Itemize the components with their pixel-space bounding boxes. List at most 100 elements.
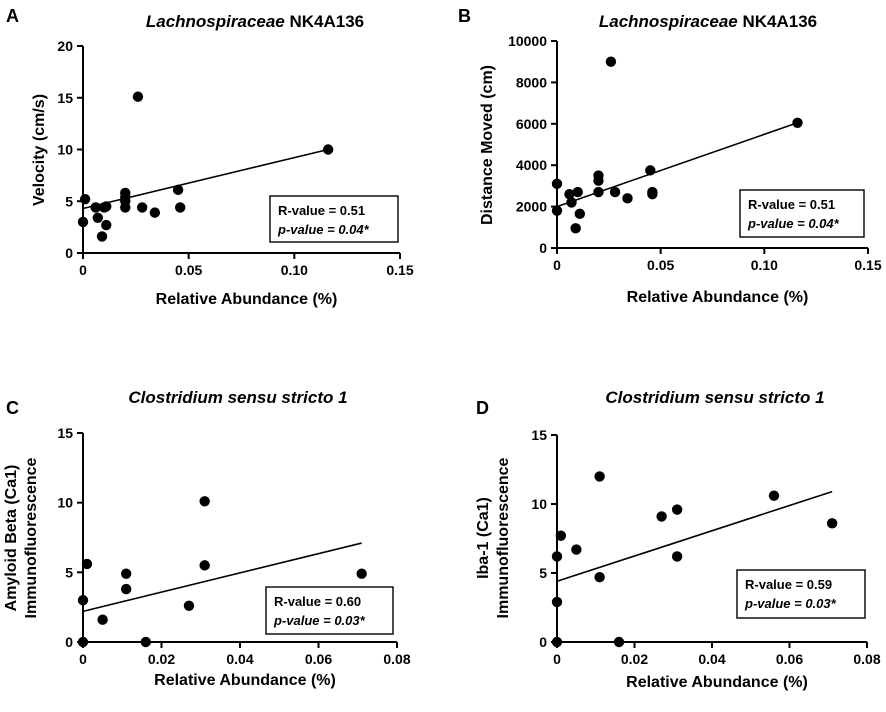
data-point (101, 219, 112, 231)
data-point (551, 205, 563, 216)
y-tick-label: 4000 (516, 157, 547, 173)
data-point (77, 216, 89, 228)
p-value: p-value = 0.03* (273, 613, 366, 628)
x-tick-label: 0.15 (386, 262, 413, 278)
x-tick-label: 0.06 (776, 651, 803, 667)
data-point (175, 202, 186, 213)
data-point (551, 636, 563, 648)
panel-a: A Lachnospiraceae NK4A136 0 0.05 0.10 0.15 0 5 1… (6, 6, 414, 308)
x-tick-label: 0.08 (853, 651, 880, 667)
chart-title-rest: NK4A136 (285, 12, 364, 31)
data-point (132, 91, 144, 102)
data-point (572, 186, 583, 198)
data-point (555, 530, 567, 541)
data-point (671, 551, 683, 562)
data-point (622, 193, 633, 204)
x-axis-label: Relative Abundance (%) (627, 289, 809, 306)
y-tick-label: 15 (57, 425, 73, 441)
chart-title-italic: Clostridium sensu stricto 1 (128, 388, 347, 407)
y-tick-label: 5 (539, 565, 547, 581)
chart-title-italic: Clostridium sensu stricto 1 (605, 388, 824, 407)
data-point (671, 504, 683, 515)
data-point (564, 188, 575, 200)
p-value: p-value = 0.03* (744, 596, 837, 611)
panel-c: C Clostridium sensu stricto 1 0 0.02 0.04 0.0… (3, 388, 411, 689)
data-point (183, 600, 195, 611)
data-point (81, 558, 93, 570)
y-axis-label: Velocity (cm/s) (31, 94, 48, 206)
chart-title: Lachnospiraceae NK4A136 (599, 12, 817, 31)
r-value: R-value = 0.59 (745, 577, 832, 592)
x-axis-label: Relative Abundance (%) (626, 674, 808, 691)
x-tick-label: 0.04 (698, 651, 725, 667)
data-point (79, 193, 91, 205)
x-tick-label: 0.02 (148, 651, 175, 667)
data-point (77, 636, 89, 648)
data-point (120, 202, 131, 213)
data-point (605, 56, 617, 67)
panel-d: D Clostridium sensu stricto 1 0 0.02 0.04 0.0… (475, 388, 881, 691)
y-tick-label: 15 (57, 90, 73, 106)
stats-box (739, 189, 865, 238)
panel-label: B (458, 6, 471, 26)
y-tick-label: 2000 (516, 199, 547, 215)
p-value: p-value = 0.04* (277, 222, 370, 237)
x-tick-label: 0.05 (175, 262, 202, 278)
data-point (92, 212, 103, 224)
y-tick-label: 0 (65, 245, 73, 261)
data-point (96, 231, 108, 242)
y-tick-label: 8000 (516, 74, 547, 90)
x-axis-label: Relative Abundance (%) (156, 291, 338, 308)
data-point (594, 471, 605, 482)
y-axis-label: Iba-1 (Ca1) (475, 497, 492, 579)
x-tick-label: 0.05 (647, 257, 674, 273)
data-point (136, 202, 148, 213)
panel-label: C (6, 398, 19, 418)
chart-title: Clostridium sensu stricto 1 (605, 388, 824, 407)
data-point (356, 568, 367, 579)
regression-line (556, 490, 833, 583)
data-point (77, 595, 89, 606)
chart-title-rest: NK4A136 (738, 12, 817, 31)
x-tick-label: 0.04 (226, 651, 253, 667)
data-point (199, 560, 210, 571)
stats-box (736, 569, 866, 619)
data-point (90, 202, 101, 213)
y-axis-label: Immunofluorescence (23, 457, 40, 618)
data-point (551, 178, 563, 190)
data-point (792, 117, 803, 128)
data-point (101, 201, 112, 212)
y-axis-label: Amyloid Beta (Ca1) (3, 465, 20, 612)
data-point (571, 544, 582, 555)
chart-title: Clostridium sensu stricto 1 (128, 388, 347, 407)
y-tick-label: 0 (65, 634, 73, 650)
y-tick-label: 20 (57, 38, 73, 54)
regression-line (82, 542, 362, 613)
stats-box (269, 195, 399, 243)
data-point (570, 223, 581, 234)
data-point (551, 551, 563, 562)
data-point (574, 208, 586, 220)
data-point (566, 197, 577, 208)
r-value: R-value = 0.60 (274, 594, 361, 609)
data-point (645, 165, 656, 176)
x-tick-label: 0.06 (305, 651, 332, 667)
data-point (172, 184, 184, 196)
x-tick-label: 0.10 (751, 257, 778, 273)
data-point (551, 596, 563, 608)
chart-title: Lachnospiraceae NK4A136 (146, 12, 364, 31)
data-point (826, 518, 838, 529)
y-axis-label: Immunofluorescence (495, 457, 512, 618)
y-tick-label: 10000 (508, 33, 547, 49)
stats-box (265, 586, 394, 635)
y-tick-label: 0 (539, 634, 547, 650)
data-point (656, 511, 667, 522)
p-value: p-value = 0.04* (747, 216, 840, 231)
panel-label: A (6, 6, 19, 26)
y-axis-label: Distance Moved (cm) (479, 65, 496, 225)
data-point (97, 614, 108, 625)
data-point (593, 186, 604, 198)
data-point (594, 571, 605, 583)
x-tick-label: 0 (553, 651, 561, 667)
